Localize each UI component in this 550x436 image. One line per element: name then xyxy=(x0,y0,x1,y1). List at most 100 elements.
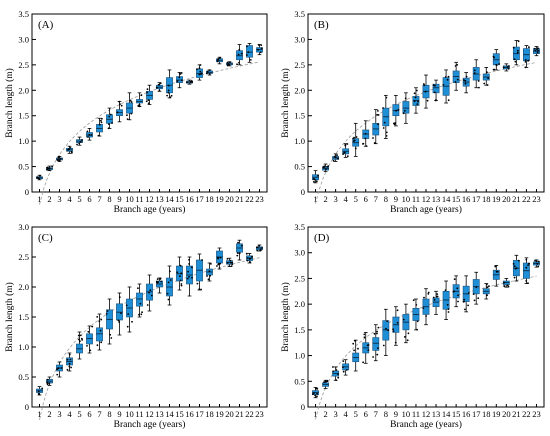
sample-point xyxy=(37,392,40,395)
box-plot-18 xyxy=(205,69,213,76)
x-tick-label: 4 xyxy=(344,409,349,419)
sample-point xyxy=(454,65,457,67)
box-plot-5 xyxy=(352,339,360,372)
sample-point xyxy=(240,52,243,55)
y-tick-label: 3.5 xyxy=(18,9,29,19)
sample-point xyxy=(486,84,489,86)
sample-point xyxy=(208,73,211,75)
sample-point xyxy=(96,344,99,347)
y-tick-label: 2.0 xyxy=(18,85,29,95)
x-axis-title: Branch age (years) xyxy=(114,419,186,430)
box-plot-8 xyxy=(382,94,390,140)
sample-point xyxy=(403,336,406,338)
sample-point xyxy=(66,358,69,361)
sample-point xyxy=(394,341,397,344)
sample-point xyxy=(345,369,348,371)
sample-point xyxy=(236,252,239,255)
sample-point xyxy=(188,276,190,278)
x-tick-label: 3 xyxy=(57,409,61,419)
sample-point xyxy=(139,302,142,305)
sample-point xyxy=(508,65,510,67)
sample-point xyxy=(463,300,465,303)
sample-point xyxy=(198,67,201,70)
sample-point xyxy=(537,265,540,268)
sample-point xyxy=(346,155,349,158)
sample-point xyxy=(527,282,529,285)
sample-point xyxy=(415,304,418,306)
sample-point xyxy=(336,154,338,157)
sample-point xyxy=(465,75,468,78)
box-plot-9 xyxy=(116,100,123,123)
chart-panel-1: (A)00.51.01.52.02.53.03.51 2 3 4 5 6 7 8 9 10 11 12… xyxy=(4,9,268,215)
sample-point xyxy=(385,135,388,137)
sample-point xyxy=(158,89,161,92)
sample-point xyxy=(496,270,499,273)
sample-point xyxy=(48,167,51,170)
sample-point xyxy=(534,49,537,52)
sample-point xyxy=(208,69,211,71)
sample-point xyxy=(131,320,133,323)
sample-point xyxy=(315,180,318,183)
box-plot-22 xyxy=(245,252,253,264)
sample-point xyxy=(251,255,253,258)
sample-point xyxy=(478,86,480,89)
x-tick-label: 23 xyxy=(255,194,264,204)
sample-point xyxy=(402,318,405,321)
y-tick-label: 2.5 xyxy=(18,60,29,70)
sample-point xyxy=(169,270,171,273)
x-tick-label: 9 xyxy=(394,409,398,419)
sample-point xyxy=(140,94,143,97)
sample-point xyxy=(483,82,486,85)
sample-point xyxy=(337,376,340,379)
box-plot-14 xyxy=(442,280,450,320)
sample-point xyxy=(363,336,366,339)
box-plot-6 xyxy=(86,325,94,354)
panel-label: (C) xyxy=(38,232,53,244)
sample-point xyxy=(494,265,497,268)
sample-point xyxy=(382,127,385,129)
y-tick-label: 1.5 xyxy=(294,111,305,121)
sample-point xyxy=(517,40,520,43)
sample-point xyxy=(60,367,63,369)
x-tick-label: 6 xyxy=(87,194,91,204)
box-plot-15 xyxy=(452,61,460,91)
x-tick-label: 20 xyxy=(225,194,234,204)
sample-point xyxy=(342,366,344,369)
sample-point xyxy=(140,313,143,316)
box-plot-10 xyxy=(402,92,410,124)
sample-point xyxy=(98,123,101,126)
sample-point xyxy=(498,63,500,65)
sample-point xyxy=(416,328,418,331)
sample-point xyxy=(108,123,110,125)
sample-point xyxy=(201,259,204,261)
x-tick-label: 18 xyxy=(482,409,491,419)
x-tick-label: 15 xyxy=(175,194,184,204)
x-tick-label: 9 xyxy=(117,194,121,204)
x-tick-label: 5 xyxy=(77,194,81,204)
panel-label: (D) xyxy=(314,232,330,244)
box-plot-16 xyxy=(462,72,470,94)
sample-point xyxy=(516,51,519,54)
sample-point xyxy=(447,75,450,78)
sample-point xyxy=(260,47,263,50)
sample-point xyxy=(464,308,466,311)
sample-point xyxy=(406,339,409,342)
sample-point xyxy=(237,53,240,56)
sample-point xyxy=(130,112,133,115)
sample-point xyxy=(377,110,379,112)
x-tick-label: 4 xyxy=(67,194,72,204)
x-tick-label: 22 xyxy=(522,194,531,204)
sample-point xyxy=(464,79,467,82)
sample-point xyxy=(311,393,314,396)
sample-point xyxy=(77,334,80,337)
box-plot-12 xyxy=(422,74,430,109)
y-axis-title: Branch length (m) xyxy=(4,282,15,352)
box-plot-7 xyxy=(96,117,103,137)
sample-point xyxy=(385,96,388,99)
panel-label: (B) xyxy=(314,19,329,31)
sample-point xyxy=(342,370,345,373)
sample-point xyxy=(167,89,170,92)
x-tick-label: 18 xyxy=(205,409,214,419)
x-tick-label: 14 xyxy=(442,194,451,204)
sample-point xyxy=(402,112,405,115)
